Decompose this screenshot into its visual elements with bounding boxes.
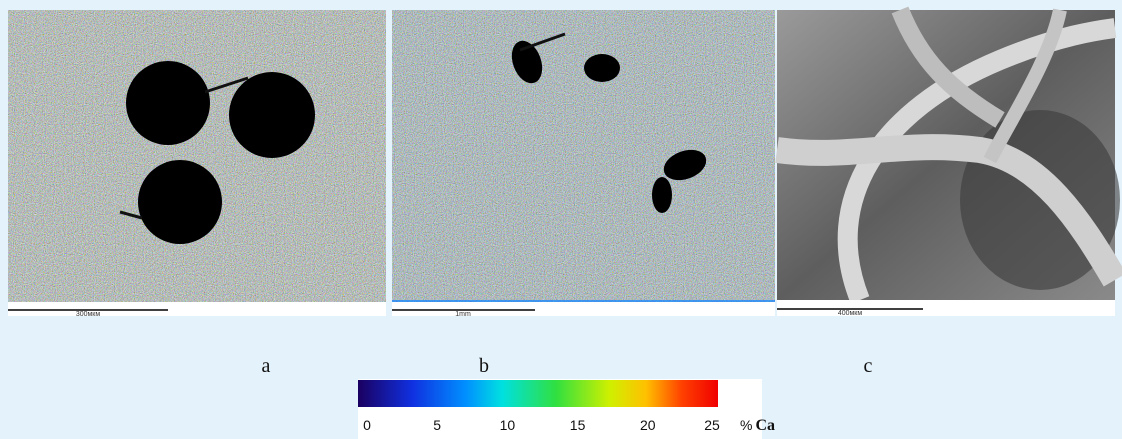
scale-label: 300мкм	[76, 311, 101, 318]
image-a	[8, 10, 386, 302]
scale-label: 1mm	[455, 311, 471, 318]
image-b	[392, 10, 775, 302]
colorbar-tick-label: 0	[363, 417, 371, 433]
colorbar-unit: % Ca	[740, 417, 775, 434]
colorbar-tick-label: 20	[640, 417, 656, 433]
panel-label: c	[864, 355, 873, 377]
colorbar-tick-label: 10	[500, 417, 516, 433]
element: Ca	[755, 417, 775, 434]
panel-label: b	[479, 355, 489, 377]
panel-label: a	[262, 355, 271, 377]
unit: %	[740, 417, 752, 433]
image-c	[775, 6, 1122, 304]
colorbar-tick-label: 25	[704, 417, 720, 433]
scale-label: 400мкм	[838, 310, 863, 317]
colorbar	[358, 380, 718, 407]
colorbar-tick-label: 15	[570, 417, 586, 433]
colorbar-tick-label: 5	[433, 417, 441, 433]
colorbar-ticks: 0 5 10 15 20 25	[363, 417, 720, 433]
